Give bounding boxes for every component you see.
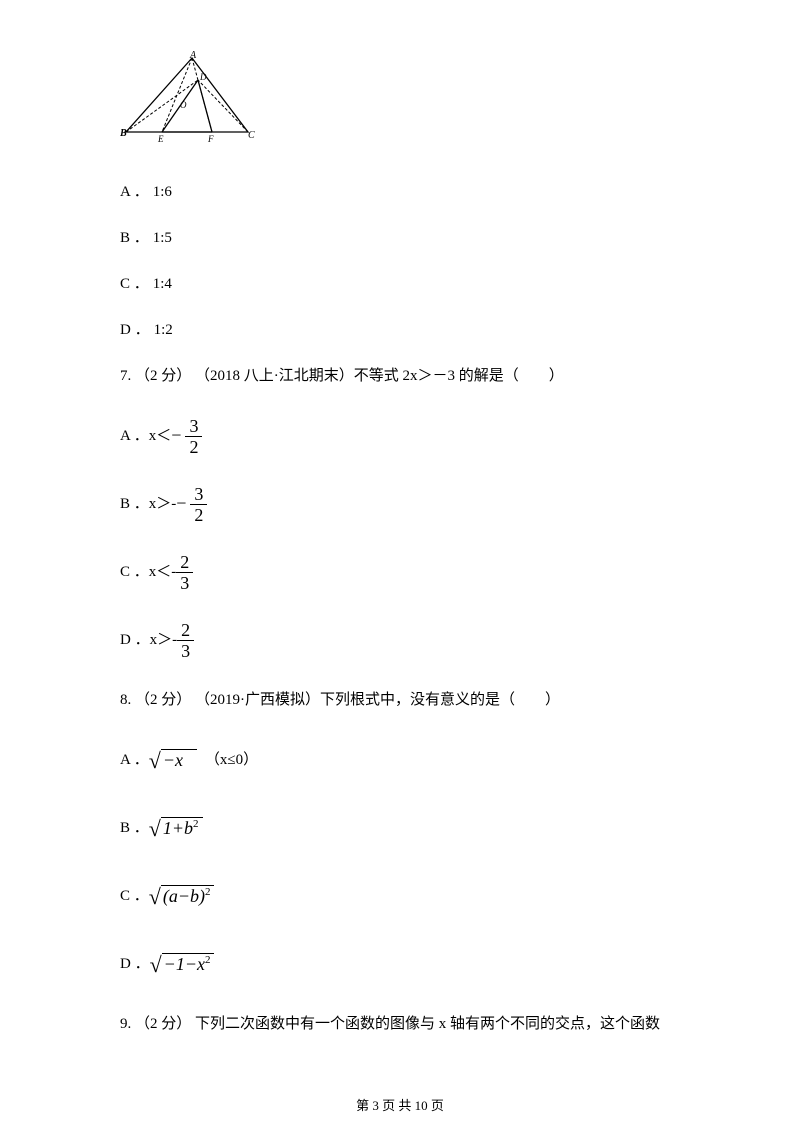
option-prefix: x＜ xyxy=(149,424,172,448)
q6-option-a: A ． 1:6 xyxy=(120,180,680,204)
q7-option-d: D ． x＞- 2 3 xyxy=(120,620,680,660)
option-label: A ． xyxy=(120,180,149,204)
option-label: C ． xyxy=(120,884,149,908)
fraction-icon: − 3 2 xyxy=(171,417,202,456)
option-label: D ． xyxy=(120,628,150,652)
q7-option-a: A ． x＜ − 3 2 xyxy=(120,416,680,456)
option-label: B ． xyxy=(120,492,149,516)
q8-option-b: B ． √ 1+b2 xyxy=(120,808,680,848)
fraction-icon: 2 3 xyxy=(177,621,194,660)
question-9: 9. （2 分） 下列二次函数中有一个函数的图像与 x 轴有两个不同的交点，这个… xyxy=(120,1012,680,1036)
svg-text:O: O xyxy=(180,100,187,110)
option-label: D ． xyxy=(120,318,150,342)
option-value: 1:2 xyxy=(154,318,173,342)
option-label: B ． xyxy=(120,226,149,250)
radical-icon: √ −x xyxy=(149,742,197,777)
option-label: A ． xyxy=(120,424,149,448)
page-footer: 第 3 页 共 10 页 xyxy=(0,1095,800,1114)
fraction-icon: − 3 2 xyxy=(176,485,207,524)
q7-option-b: B ． x＞- − 3 2 xyxy=(120,484,680,524)
option-label: C ． xyxy=(120,272,149,296)
option-label: A ． xyxy=(120,748,149,772)
q8-option-c: C ． √ (a−b)2 xyxy=(120,876,680,916)
q6-option-c: C ． 1:4 xyxy=(120,272,680,296)
radical-icon: √ −1−x2 xyxy=(150,946,215,981)
option-prefix: x＞- xyxy=(149,492,177,516)
radical-icon: √ (a−b)2 xyxy=(149,878,215,913)
svg-text:E: E xyxy=(157,134,164,144)
option-label: C ． xyxy=(120,560,149,584)
svg-text:F: F xyxy=(207,134,214,144)
svg-text:D: D xyxy=(199,72,207,82)
question-8: 8. （2 分） （2019·广西模拟）下列根式中，没有意义的是（ ） xyxy=(120,688,680,712)
option-prefix: x＞- xyxy=(150,628,178,652)
option-prefix: x＜- xyxy=(149,560,177,584)
option-note: （x≤0） xyxy=(205,748,258,772)
option-label: D ． xyxy=(120,952,150,976)
page-content: A B C D E F O A ． 1:6 B ． 1:5 C ． 1:4 D … xyxy=(0,0,800,1098)
option-value: 1:6 xyxy=(153,180,172,204)
triangle-diagram: A B C D E F O xyxy=(120,50,680,158)
svg-text:C: C xyxy=(248,130,255,141)
svg-text:B: B xyxy=(120,128,127,139)
fraction-icon: 2 3 xyxy=(176,553,193,592)
q8-option-d: D ． √ −1−x2 xyxy=(120,944,680,984)
q8-option-a: A ． √ −x （x≤0） xyxy=(120,740,680,780)
q6-option-d: D ． 1:2 xyxy=(120,318,680,342)
option-label: B ． xyxy=(120,816,149,840)
option-value: 1:5 xyxy=(153,226,172,250)
radical-icon: √ 1+b2 xyxy=(149,810,203,845)
question-7: 7. （2 分） （2018 八上·江北期末）不等式 2x＞－3 的解是（ ） xyxy=(120,364,680,388)
q6-option-b: B ． 1:5 xyxy=(120,226,680,250)
option-value: 1:4 xyxy=(153,272,172,296)
q7-option-c: C ． x＜- 2 3 xyxy=(120,552,680,592)
svg-text:A: A xyxy=(189,50,197,61)
